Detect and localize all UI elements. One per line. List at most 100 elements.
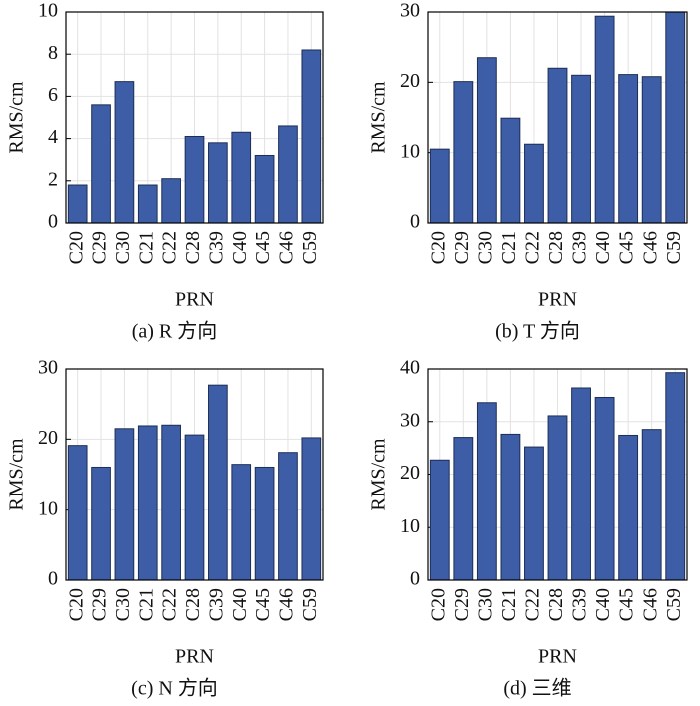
bar: [67, 445, 88, 581]
y-tick-label: 8: [48, 42, 58, 64]
bar: [254, 466, 275, 581]
x-tick-label: C59: [663, 588, 685, 621]
bar: [114, 428, 135, 581]
bar: [208, 142, 228, 224]
x-tick-label: C20: [65, 588, 87, 621]
x-tick-label: C39: [569, 231, 591, 264]
chart-title: (a) R 方向: [132, 320, 218, 343]
x-tick-label: C30: [112, 231, 134, 264]
x-tick-label: C30: [474, 231, 496, 264]
x-tick-label: C28: [182, 588, 204, 621]
bar: [476, 402, 497, 581]
x-tick-label: C45: [616, 231, 638, 264]
plot-frame: [427, 11, 688, 224]
x-tick-label: C20: [65, 231, 87, 264]
y-tick-label: 0: [48, 211, 58, 233]
x-tick-label: C45: [252, 588, 274, 621]
bar: [208, 384, 228, 581]
y-tick-label: 0: [48, 568, 58, 590]
bar: [184, 135, 205, 224]
x-tick-label: C40: [229, 231, 251, 264]
y-tick-label: 30: [38, 357, 58, 379]
bar: [500, 433, 521, 581]
x-tick-label: C46: [639, 231, 661, 264]
bar: [547, 415, 568, 581]
y-axis-label: RMS/cm: [6, 81, 28, 154]
y-tick-label: 20: [400, 462, 420, 484]
x-tick-label: C29: [451, 231, 473, 264]
bar: [114, 81, 135, 224]
x-tick-label: C21: [135, 588, 157, 621]
plot-frame: [65, 368, 324, 581]
x-tick-label: C59: [299, 231, 321, 264]
plot-frame: [427, 368, 688, 581]
x-axis-label: PRN: [175, 646, 214, 668]
x-tick-label: C22: [159, 231, 181, 264]
x-tick-label: C28: [545, 231, 567, 264]
x-tick-label: C40: [592, 231, 614, 264]
x-axis-label: PRN: [175, 289, 214, 311]
bar: [618, 434, 639, 581]
y-tick-label: 30: [400, 0, 420, 22]
x-tick-label: C29: [451, 588, 473, 621]
x-tick-label: C39: [569, 588, 591, 621]
bar: [161, 178, 181, 224]
x-tick-label: C39: [205, 588, 227, 621]
x-tick-label: C46: [639, 588, 661, 621]
bar: [301, 49, 322, 224]
bar: [254, 154, 275, 224]
y-tick-label: 20: [400, 70, 420, 92]
x-tick-label: C40: [592, 588, 614, 621]
y-tick-label: 6: [48, 84, 58, 106]
y-tick-label: 4: [48, 126, 58, 148]
plot-frame: [65, 11, 324, 224]
x-tick-label: C22: [522, 588, 544, 621]
x-tick-label: C21: [498, 231, 520, 264]
bar: [524, 143, 544, 224]
bar: [231, 131, 252, 224]
bar: [547, 67, 568, 224]
bar: [91, 466, 111, 581]
x-tick-label: C21: [498, 588, 520, 621]
y-tick-label: 30: [400, 409, 420, 431]
x-axis-label: PRN: [538, 289, 577, 311]
bar: [594, 15, 615, 224]
x-tick-label: C30: [474, 588, 496, 621]
x-tick-label: C22: [522, 231, 544, 264]
bar: [137, 425, 158, 581]
x-tick-label: C45: [252, 231, 274, 264]
bar: [453, 437, 474, 581]
x-tick-label: C39: [205, 231, 227, 264]
x-tick-label: C20: [427, 231, 449, 264]
x-tick-label: C46: [276, 588, 298, 621]
bar: [429, 148, 450, 224]
x-tick-label: C29: [89, 588, 111, 621]
y-axis-label: RMS/cm: [368, 81, 390, 154]
bar: [618, 74, 639, 224]
x-tick-label: C59: [663, 231, 685, 264]
chart-title: (d) 三维: [503, 677, 571, 700]
x-tick-label: C40: [229, 588, 251, 621]
bar: [500, 117, 521, 224]
x-tick-label: C29: [89, 231, 111, 264]
bar: [184, 434, 205, 581]
x-tick-label: C28: [545, 588, 567, 621]
bar: [137, 184, 158, 224]
y-tick-label: 0: [410, 211, 420, 233]
y-tick-label: 40: [400, 357, 420, 379]
x-tick-label: C21: [135, 231, 157, 264]
y-tick-label: 10: [38, 497, 58, 519]
bar: [429, 459, 450, 581]
chart-title: (c) N 方向: [131, 677, 218, 700]
bar: [161, 424, 181, 581]
bar: [231, 464, 252, 581]
y-tick-label: 20: [38, 427, 58, 449]
x-axis-label: PRN: [538, 646, 577, 668]
x-tick-label: C46: [276, 231, 298, 264]
bar: [476, 57, 497, 224]
x-tick-label: C28: [182, 231, 204, 264]
bar: [571, 74, 591, 224]
y-tick-label: 10: [38, 0, 58, 22]
bar: [278, 125, 298, 224]
